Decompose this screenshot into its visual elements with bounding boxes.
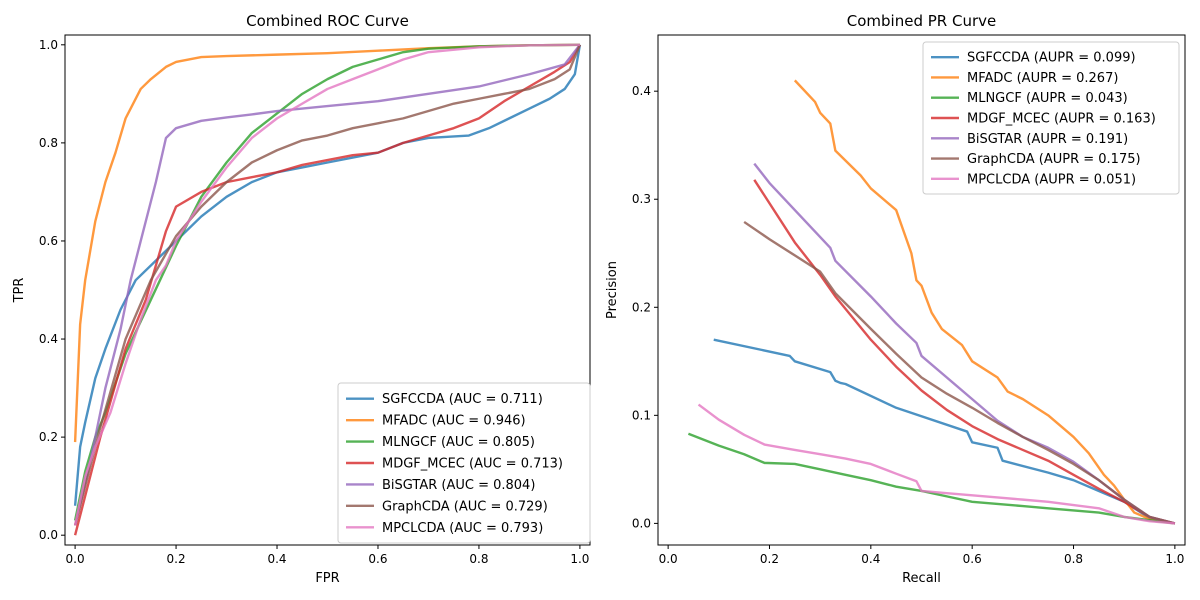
x-axis-label: FPR <box>315 571 339 586</box>
legend-entry: GraphCDA (AUC = 0.729) <box>382 499 548 514</box>
pr-chart: 0.0 0.2 0.4 0.6 0.8 1.0 0.0 0.1 0.2 0.3 0.4 Combine… <box>605 12 1186 586</box>
x-tick-label: 0.6 <box>368 552 387 566</box>
legend-entry: MPCLCDA (AUC = 0.793) <box>382 521 543 536</box>
legend-entry: MDGF_MCEC (AUC = 0.713) <box>382 457 563 472</box>
series-line-mpclcda <box>73 43 580 526</box>
x-tick-label: 0.0 <box>66 552 85 566</box>
legend: SGFCCDA (AUC = 0.711) MFADC (AUC = 0.946)… <box>337 382 591 544</box>
y-axis-label: TPR <box>12 278 27 304</box>
x-tick-label: 0.8 <box>1064 552 1083 566</box>
y-tick-label: 0.4 <box>39 332 58 346</box>
x-tick-label: 0.4 <box>267 552 286 566</box>
series-line-graphcda <box>743 220 1176 525</box>
y-tick-label: 0.0 <box>632 516 651 530</box>
y-tick-label: 0.3 <box>632 192 651 206</box>
legend-box <box>922 41 1180 195</box>
legend-entry: MLNGCF (AUPR = 0.043) <box>967 91 1128 106</box>
series-line-bisgtar <box>73 44 581 526</box>
series-line-sgfccda <box>713 338 1176 525</box>
legend-box <box>337 382 591 544</box>
legend-entry: MDGF_MCEC (AUPR = 0.163) <box>967 112 1156 127</box>
x-tick-label: 0.0 <box>659 552 678 566</box>
y-tick-label: 0.1 <box>632 408 651 422</box>
y-tick-label: 0.2 <box>39 430 58 444</box>
series-line-mlngcf <box>73 43 580 521</box>
y-tick-label: 0.0 <box>39 528 58 542</box>
legend-entry: GraphCDA (AUPR = 0.175) <box>967 152 1141 167</box>
y-tick-label: 0.6 <box>39 234 58 248</box>
x-tick-label: 1.0 <box>570 552 589 566</box>
legend-entry: SGFCCDA (AUPR = 0.099) <box>967 51 1136 66</box>
legend-entry: MFADC (AUPR = 0.267) <box>967 71 1118 86</box>
legend-entry: MPCLCDA (AUPR = 0.051) <box>967 172 1136 187</box>
x-tick-label: 0.4 <box>861 552 880 566</box>
series-line-mdgf-mcec <box>73 44 581 536</box>
y-tick-label: 0.4 <box>632 84 651 98</box>
x-tick-label: 0.2 <box>167 552 186 566</box>
legend-entry: SGFCCDA (AUC = 0.711) <box>382 392 543 407</box>
y-tick-label: 0.2 <box>632 300 651 314</box>
series-line-graphcda <box>73 44 582 526</box>
axes-frame <box>64 34 591 546</box>
legend-entry: BiSGTAR (AUC = 0.804) <box>382 478 535 493</box>
legend-entry: BiSGTAR (AUPR = 0.191) <box>967 132 1128 147</box>
legend-entry: MFADC (AUC = 0.946) <box>382 414 526 429</box>
x-tick-label: 0.2 <box>760 552 779 566</box>
legend: SGFCCDA (AUPR = 0.099) MFADC (AUPR = 0.26… <box>922 41 1180 195</box>
series-line-mfadc <box>793 79 1176 525</box>
series-line-mpclcda <box>697 403 1175 525</box>
chart-title: Combined PR Curve <box>847 12 996 30</box>
y-axis-label: Precision <box>605 261 620 319</box>
roc-chart: 0.0 0.2 0.4 0.6 0.8 1.0 0.0 0.2 0.4 0.6 0.8 1.0 Comb… <box>12 12 591 586</box>
series-line-mlngcf <box>687 432 1176 525</box>
x-tick-label: 0.6 <box>963 552 982 566</box>
x-tick-label: 1.0 <box>1165 552 1184 566</box>
y-tick-label: 0.8 <box>39 136 58 150</box>
chart-title: Combined ROC Curve <box>246 12 409 30</box>
series-line-mfadc <box>73 43 580 443</box>
legend-entry: MLNGCF (AUC = 0.805) <box>382 435 535 450</box>
y-tick-label: 1.0 <box>39 38 58 52</box>
series-line-mdgf-mcec <box>753 179 1176 525</box>
x-axis-label: Recall <box>902 571 941 586</box>
axes-frame <box>657 34 1186 546</box>
x-tick-label: 0.8 <box>469 552 488 566</box>
